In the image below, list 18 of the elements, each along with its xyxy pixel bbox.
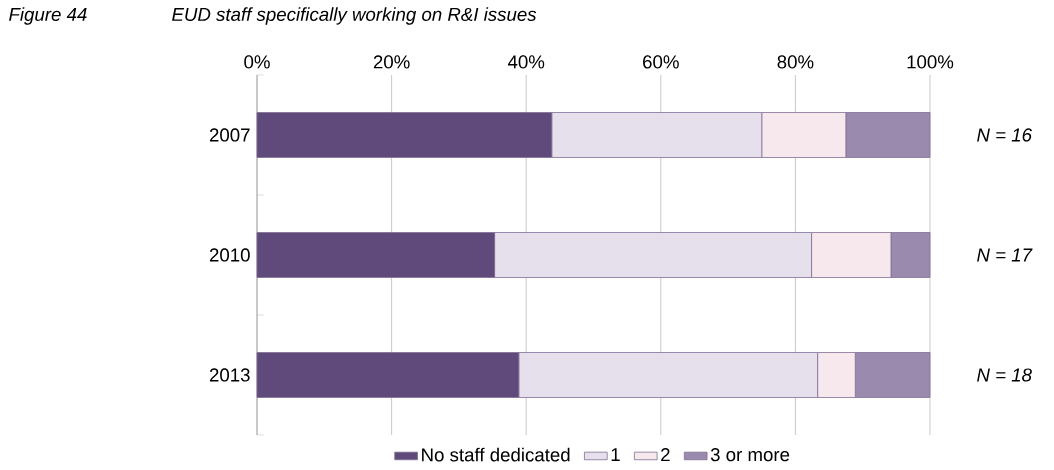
x-tick-label: 20% — [373, 55, 410, 69]
text: N = 16 — [977, 128, 1032, 142]
x-tick-label: 60% — [643, 55, 679, 69]
x-tick-label: 80% — [777, 55, 814, 69]
x-tick-label: 0% — [244, 55, 270, 69]
text: N = 17 — [977, 248, 1033, 262]
x-tick-label: 100% — [907, 55, 954, 69]
legend-label: 2 — [661, 448, 670, 462]
y-tick-label: 2007 — [209, 128, 250, 142]
y-tick-label: 2013 — [209, 368, 250, 382]
text: N = 18 — [977, 368, 1032, 382]
legend-label: No staff dedicated — [422, 447, 570, 462]
chart-subtitle: EUD staff specifically working on R&I issues — [172, 7, 537, 25]
legend-label: 3 or more — [710, 448, 790, 462]
x-tick-label: 40% — [507, 55, 545, 69]
text: Figure 44 — [9, 7, 87, 25]
legend-label: 1 — [611, 448, 620, 461]
y-tick-label: 2010 — [209, 248, 250, 262]
